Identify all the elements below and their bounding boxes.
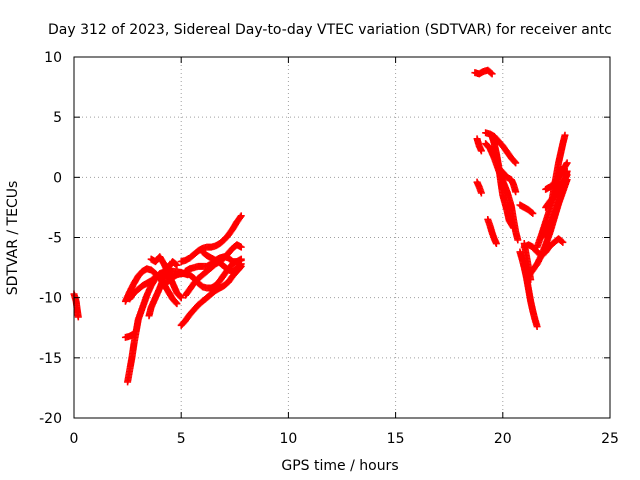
data-point [173, 300, 181, 308]
data-point [492, 240, 500, 248]
grid-lines [74, 57, 610, 418]
data-point [528, 209, 536, 217]
x-tick-label: 20 [494, 431, 512, 447]
data-point [511, 158, 519, 166]
data-point [558, 237, 566, 245]
y-tick-label: -5 [48, 231, 62, 247]
data-point [488, 70, 496, 78]
data-point [130, 330, 138, 338]
data-point [563, 176, 571, 184]
data-point [487, 69, 495, 77]
y-tick-label: 0 [53, 170, 62, 186]
y-axis-title: SDTVAR / TECUs [5, 181, 21, 296]
data-point [151, 273, 159, 281]
data-point [177, 294, 185, 302]
data-point [510, 224, 518, 232]
data-point [512, 159, 520, 167]
data-point [150, 274, 158, 282]
y-tick-label: -20 [39, 411, 62, 427]
data-point [176, 293, 184, 301]
data-point [527, 276, 535, 284]
y-tick-label: 5 [53, 110, 62, 126]
x-tick-label: 25 [601, 431, 619, 447]
y-tick-label: -15 [39, 351, 62, 367]
data-point [561, 131, 569, 139]
data-point [529, 209, 537, 217]
data-point [533, 323, 541, 331]
axis-ticks: 0 5 10 15 20 25 -20 -15 -10 -5 0 5 10 [39, 50, 619, 447]
data-point [173, 261, 181, 269]
data-point [563, 159, 571, 167]
data-point [236, 261, 244, 269]
data-point [172, 299, 180, 307]
data-point [74, 313, 82, 321]
data-point [559, 238, 567, 246]
y-tick-label: 10 [44, 50, 62, 66]
data-point [172, 260, 180, 268]
x-tick-label: 15 [387, 431, 405, 447]
data-point [477, 147, 485, 155]
data-points [70, 66, 571, 386]
data-point [237, 212, 245, 220]
chart-title: Day 312 of 2023, Sidereal Day-to-day VTE… [48, 22, 612, 38]
x-tick-label: 0 [70, 431, 79, 447]
x-tick-label: 5 [177, 431, 186, 447]
y-tick-label: -10 [39, 291, 62, 307]
data-point [237, 260, 245, 268]
data-point [236, 213, 244, 221]
data-point [237, 243, 245, 251]
data-point [512, 188, 520, 196]
data-point [514, 236, 522, 244]
x-axis-title: GPS time / hours [281, 458, 398, 474]
data-point [477, 189, 485, 197]
x-tick-label: 10 [279, 431, 297, 447]
